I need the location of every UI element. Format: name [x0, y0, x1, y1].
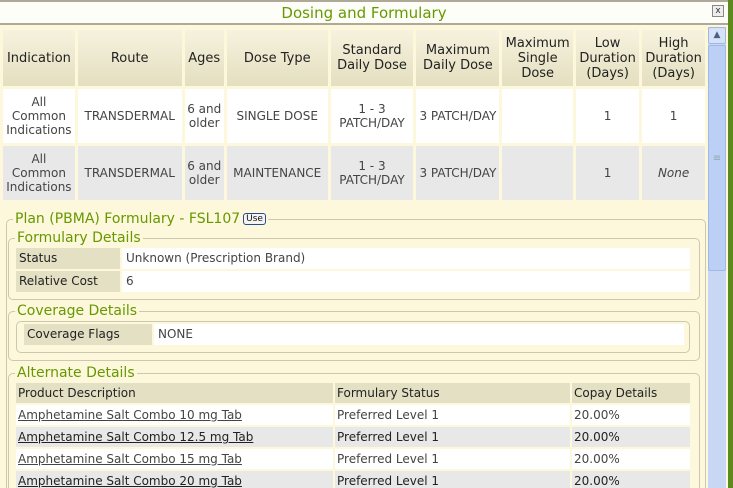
- dosing-cell: All Common Indications: [3, 89, 75, 143]
- alternate-column-header: Product Description: [16, 383, 333, 403]
- coverage-inner-box: [16, 321, 690, 353]
- product-cell: Amphetamine Salt Combo 10 mg Tab: [16, 405, 333, 425]
- column-header: Low Duration (Days): [575, 30, 640, 86]
- window-border: [728, 0, 733, 488]
- formulary-status-cell: Preferred Level 1: [335, 427, 570, 447]
- dosing-cell: 6 and older: [184, 89, 224, 143]
- dosing-cell: 3 PATCH/DAY: [416, 89, 500, 143]
- dosing-cell: MAINTENANCE: [226, 146, 328, 200]
- dosing-cell: 3 PATCH/DAY: [416, 146, 500, 200]
- alternate-details-section: Alternate Details: [8, 365, 700, 488]
- coverage-flags-row: Coverage Flags NONE: [24, 324, 684, 345]
- column-header: Dose Type: [226, 30, 328, 86]
- column-header: Ages: [184, 30, 224, 86]
- dosing-table: Indication Route Ages Dose Type Standard Dai…: [0, 27, 708, 203]
- column-header: Indication: [3, 30, 75, 86]
- dosing-cell: 1: [642, 89, 705, 143]
- relative-cost-row: Relative Cost 6: [16, 271, 690, 292]
- dosing-row: All Common Indications TRANSDERMAL 6 and o…: [3, 146, 705, 200]
- dosing-cell: TRANSDERMAL: [77, 89, 182, 143]
- plan-formulary-section: Plan (PBMA) Formulary - FSL107 Use: [6, 211, 706, 488]
- use-button[interactable]: Use: [243, 213, 266, 225]
- dosing-cell: 1: [575, 89, 640, 143]
- dosing-cell: 6 and older: [184, 146, 224, 200]
- scroll-up-icon[interactable]: ▲: [708, 27, 726, 44]
- coverage-details-title: Coverage Details: [17, 303, 138, 319]
- scroll-thumb[interactable]: ≡: [708, 45, 726, 271]
- product-cell: Amphetamine Salt Combo 12.5 mg Tab: [16, 427, 333, 447]
- dosing-cell: 1 - 3 PATCH/DAY: [330, 146, 414, 200]
- formulary-status-cell: Preferred Level 1: [335, 471, 570, 488]
- status-label: Status: [16, 248, 120, 269]
- copay-cell: 20.00%: [572, 427, 690, 447]
- product-link[interactable]: Amphetamine Salt Combo 10 mg Tab: [18, 408, 242, 422]
- column-header: Maximum Daily Dose: [416, 30, 500, 86]
- copay-cell: 20.00%: [572, 405, 690, 425]
- copay-cell: 20.00%: [572, 471, 690, 488]
- alternate-details-title: Alternate Details: [17, 365, 135, 381]
- column-header: High Duration (Days): [642, 30, 705, 86]
- coverage-details-section: Coverage Details: [8, 303, 700, 361]
- dosing-cell: All Common Indications: [3, 146, 75, 200]
- product-link[interactable]: Amphetamine Salt Combo 15 mg Tab: [18, 452, 242, 466]
- alternate-column-header: Formulary Status: [335, 383, 570, 403]
- plan-title: Plan (PBMA) Formulary - FSL107: [15, 211, 241, 227]
- column-header: Route: [77, 30, 182, 86]
- window-title: Dosing and Formulary: [281, 4, 447, 22]
- relative-cost-value: 6: [122, 271, 690, 292]
- coverage-flags-label: Coverage Flags: [24, 324, 152, 345]
- formulary-status-cell: Preferred Level 1: [335, 405, 570, 425]
- dosing-row: All Common Indications TRANSDERMAL 6 and o…: [3, 89, 705, 143]
- dosing-cell: [502, 146, 573, 200]
- product-cell: Amphetamine Salt Combo 20 mg Tab: [16, 471, 333, 488]
- formulary-status-cell: Preferred Level 1: [335, 449, 570, 469]
- alternate-details-table: Product Description Formulary Status Copay…: [16, 383, 690, 488]
- formulary-details-title: Formulary Details: [17, 230, 141, 246]
- dosing-cell: None: [642, 146, 705, 200]
- dosing-cell: 1 - 3 PATCH/DAY: [330, 89, 414, 143]
- column-header: Maximum Single Dose: [502, 30, 573, 86]
- relative-cost-label: Relative Cost: [16, 271, 120, 292]
- formulary-details-section: Formulary Details: [8, 230, 700, 300]
- dosing-cell: TRANSDERMAL: [77, 146, 182, 200]
- column-header: Standard Daily Dose: [330, 30, 414, 86]
- product-link[interactable]: Amphetamine Salt Combo 20 mg Tab: [18, 474, 242, 488]
- product-link[interactable]: Amphetamine Salt Combo 12.5 mg Tab: [18, 430, 254, 444]
- dosing-cell: 1: [575, 146, 640, 200]
- status-value: Unknown (Prescription Brand): [122, 248, 690, 269]
- window-title-bar: Dosing and Formulary x: [0, 0, 728, 25]
- close-button[interactable]: x: [712, 5, 724, 17]
- copay-cell: 20.00%: [572, 449, 690, 469]
- dosing-cell: SINGLE DOSE: [226, 89, 328, 143]
- coverage-flags-value: NONE: [154, 324, 684, 345]
- product-cell: Amphetamine Salt Combo 15 mg Tab: [16, 449, 333, 469]
- vertical-scrollbar[interactable]: ▲ ≡: [708, 27, 726, 488]
- alternate-column-header: Copay Details: [572, 383, 690, 403]
- dosing-cell: [502, 89, 573, 143]
- status-row: Status Unknown (Prescription Brand): [16, 248, 690, 269]
- content-area: Indication Route Ages Dose Type Standard Dai…: [0, 27, 708, 488]
